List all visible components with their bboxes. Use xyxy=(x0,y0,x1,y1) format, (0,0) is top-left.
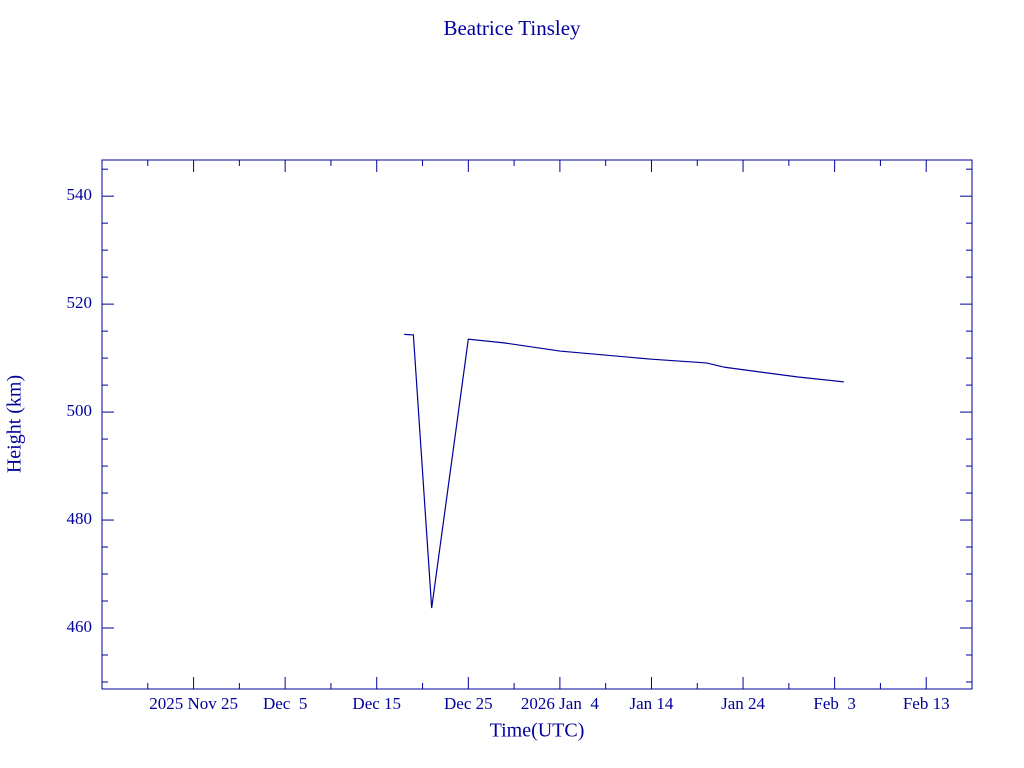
x-axis-label: Time(UTC) xyxy=(490,720,585,742)
x-tick-label: Jan 14 xyxy=(630,694,674,713)
x-tick-label: 2025 Nov 25 xyxy=(149,694,238,713)
x-tick-label: Feb 13 xyxy=(903,694,950,713)
x-tick-label: 2026 Jan 4 xyxy=(521,694,599,713)
y-axis-label: Height (km) xyxy=(4,375,26,473)
x-tick-label: Dec 5 xyxy=(263,694,307,713)
plot-frame xyxy=(101,159,973,690)
x-tick-label: Dec 25 xyxy=(444,694,493,713)
y-tick-label: 500 xyxy=(67,401,93,420)
x-tick-label: Dec 15 xyxy=(352,694,401,713)
x-tick-label: Feb 3 xyxy=(813,694,856,713)
y-tick-label: 480 xyxy=(67,509,93,528)
x-tick-label: Jan 24 xyxy=(721,694,765,713)
data-line xyxy=(404,333,844,609)
y-tick-label: 540 xyxy=(67,185,93,204)
y-tick-label: 460 xyxy=(67,617,93,636)
chart-title: Beatrice Tinsley xyxy=(443,16,581,40)
y-tick-label: 520 xyxy=(67,293,93,312)
